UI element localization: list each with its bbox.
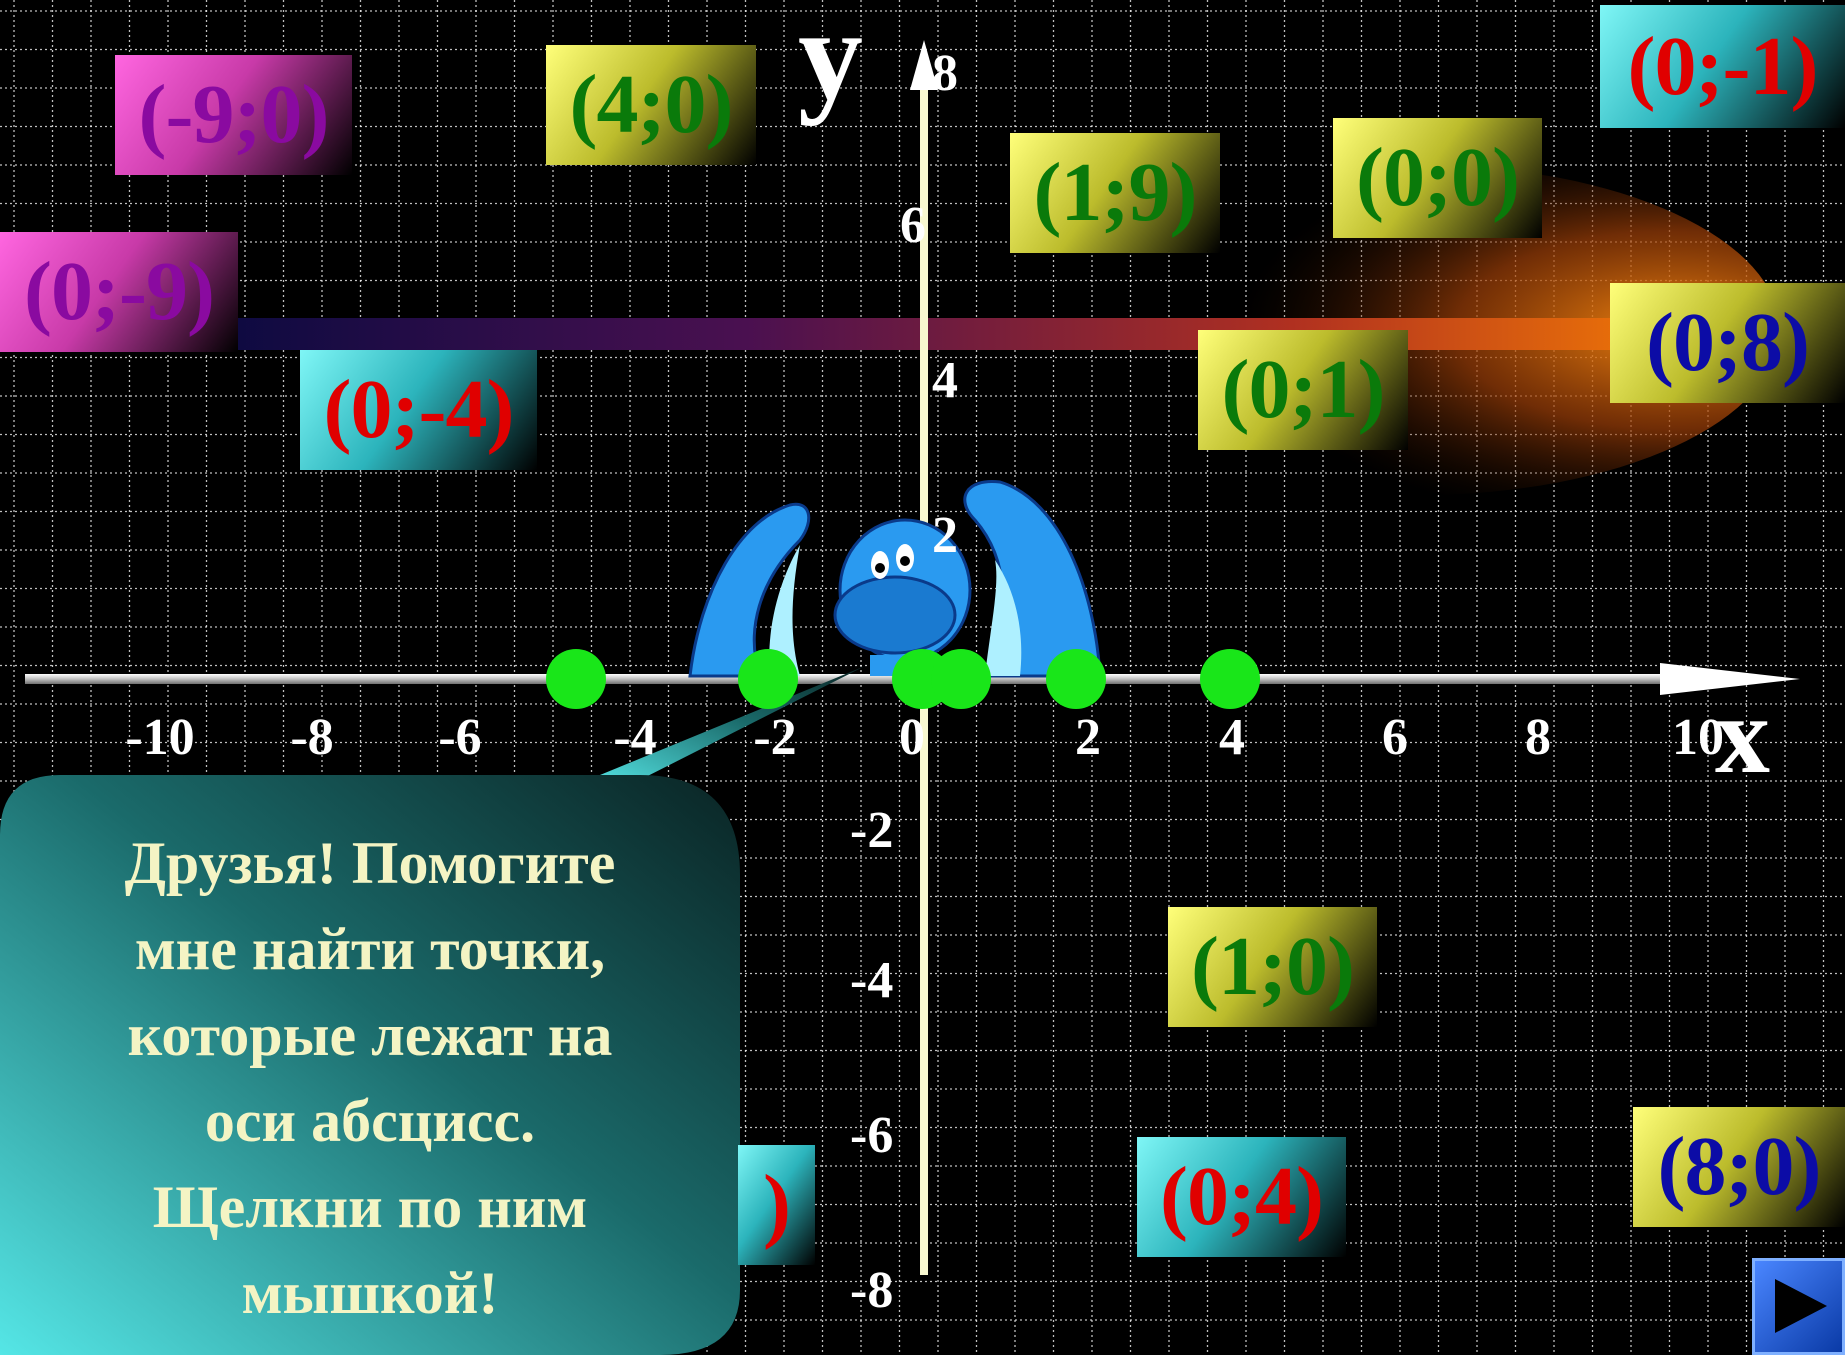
- axis-point[interactable]: [1200, 649, 1260, 709]
- x-tick-label: -2: [753, 709, 797, 766]
- y-tick-label: 6: [900, 197, 926, 254]
- answer-card-minus9-0[interactable]: (-9;0): [115, 55, 352, 175]
- speech-text: Друзья! Помогите мне найти точки, которые …: [30, 820, 710, 1336]
- speech-line: Друзья! Помогите: [124, 830, 616, 896]
- answer-card-0-minus9[interactable]: (0;-9): [0, 232, 238, 352]
- y-tick-label: 2: [932, 507, 958, 564]
- x-tick-label: 4: [1219, 709, 1245, 766]
- y-tick-label: -4: [850, 952, 894, 1009]
- answer-card-0-8[interactable]: (0;8): [1610, 283, 1845, 403]
- x-tick-label: 6: [1382, 709, 1408, 766]
- x-tick-label: -10: [125, 709, 195, 766]
- answer-card-0-4[interactable]: (0;4): [1137, 1137, 1346, 1257]
- axis-point[interactable]: [738, 649, 798, 709]
- axis-point[interactable]: [545, 649, 606, 709]
- answer-card-0-minus4[interactable]: (0;-4): [300, 350, 537, 470]
- speech-line: оси абсцисс.: [204, 1088, 536, 1154]
- answer-card-partial[interactable]: ): [738, 1145, 815, 1265]
- axis-point[interactable]: [1046, 649, 1106, 709]
- x-axis: [25, 663, 1800, 695]
- x-tick-label: -6: [438, 709, 482, 766]
- y-tick-label: 8: [932, 45, 958, 102]
- play-arrow-icon: [1775, 1279, 1827, 1333]
- x-tick-label: -4: [613, 709, 657, 766]
- x-tick-label: 10: [1672, 709, 1724, 766]
- blue-dragon-icon: [688, 480, 1102, 678]
- x-tick-label: 8: [1525, 709, 1551, 766]
- answer-card-0-1[interactable]: (0;1): [1198, 330, 1408, 450]
- y-axis-name: y: [798, 0, 863, 127]
- x-tick-label: 2: [1075, 709, 1101, 766]
- answer-card-1-0[interactable]: (1;0): [1168, 907, 1377, 1027]
- x-tick-label: -8: [290, 709, 334, 766]
- comet-streak: [200, 318, 1760, 350]
- speech-line: Щелкни по ним: [152, 1174, 588, 1240]
- next-slide-button[interactable]: [1752, 1258, 1845, 1355]
- x-tick-label: 0: [899, 709, 925, 766]
- y-tick-label: -8: [850, 1262, 894, 1319]
- answer-card-1-9[interactable]: (1;9): [1010, 133, 1220, 253]
- speech-line: которые лежат на: [127, 1002, 613, 1068]
- answer-card-0-0[interactable]: (0;0): [1333, 118, 1542, 238]
- speech-bubble: [0, 666, 865, 1355]
- speech-line: мне найти точки,: [134, 916, 606, 982]
- speech-line: мышкой!: [241, 1260, 499, 1326]
- axis-point[interactable]: [930, 649, 991, 709]
- y-tick-label: -2: [850, 802, 894, 859]
- x-axis-name: x: [1715, 674, 1770, 796]
- answer-card-8-0[interactable]: (8;0): [1633, 1107, 1845, 1227]
- answer-card-4-0[interactable]: (4;0): [546, 45, 756, 165]
- y-tick-label: 4: [932, 352, 958, 409]
- answer-card-0-minus1[interactable]: (0;-1): [1600, 5, 1845, 128]
- y-tick-label: -6: [850, 1107, 894, 1164]
